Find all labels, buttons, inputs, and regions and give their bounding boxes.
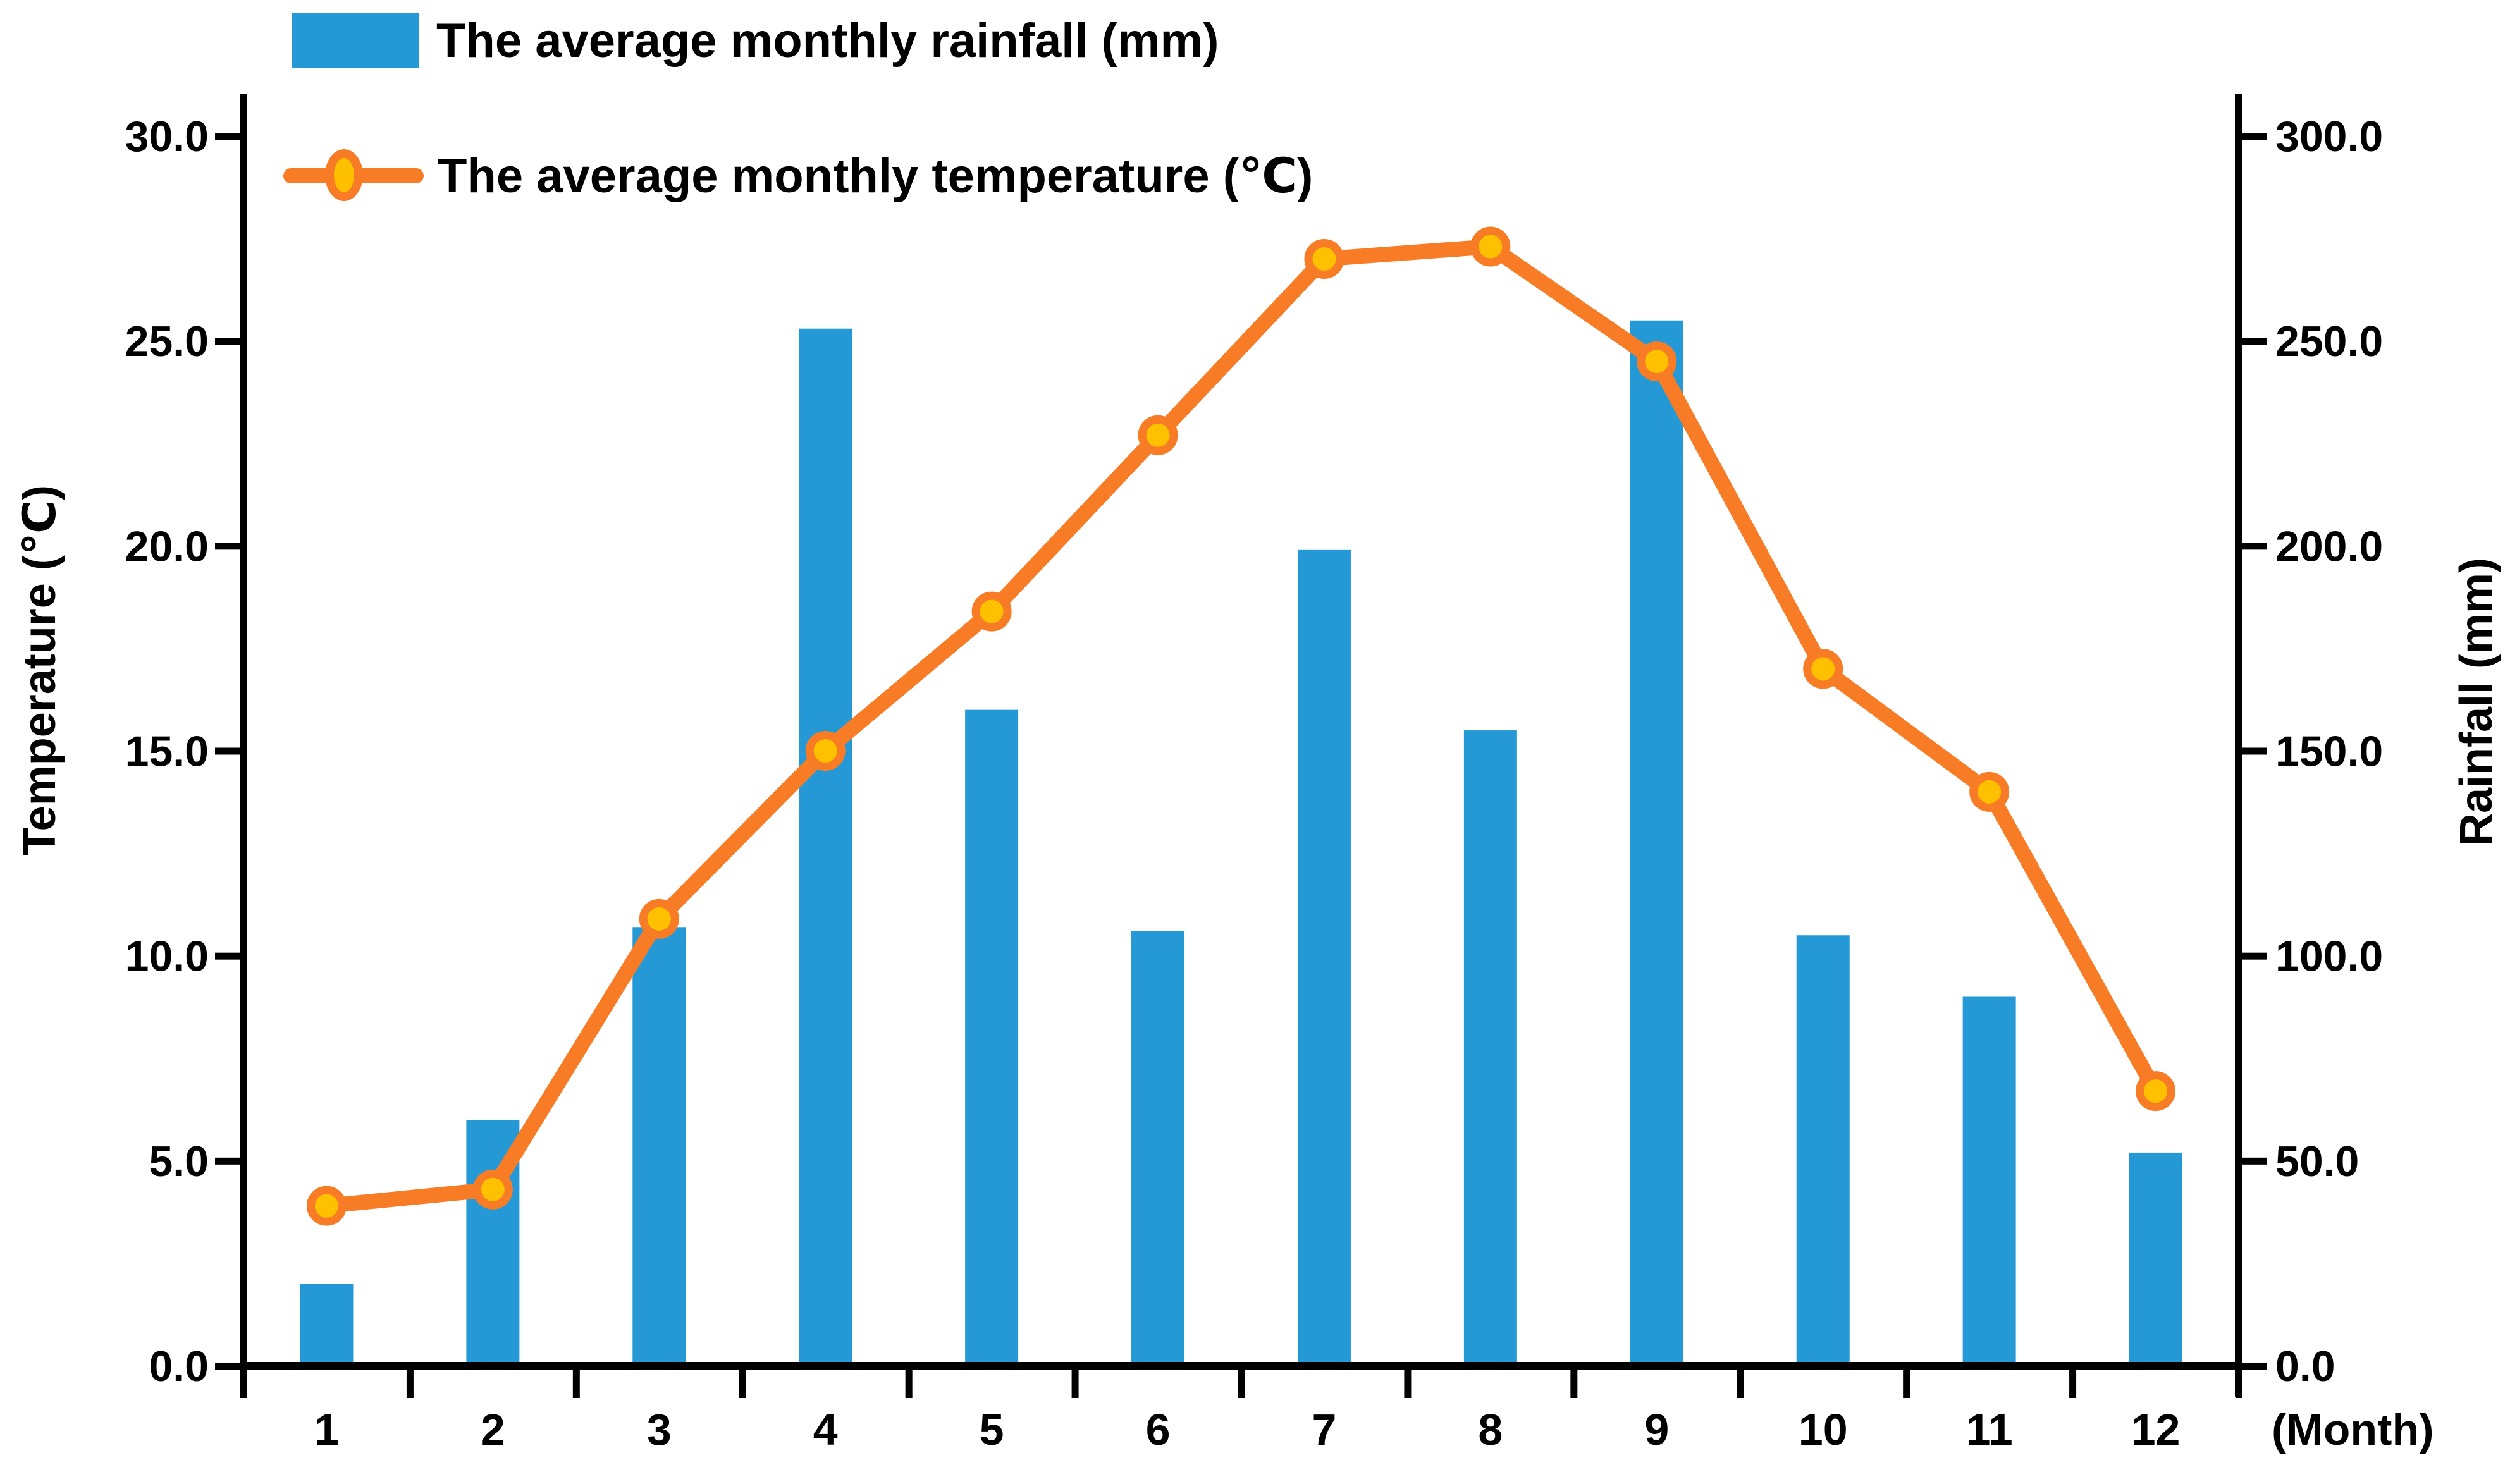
left-axis-tick xyxy=(215,133,243,140)
x-axis-tick xyxy=(572,1370,580,1398)
x-axis-label-month-9: 9 xyxy=(1644,1405,1669,1454)
legend-item-temperature: The average monthly temperature (℃) xyxy=(283,144,1313,206)
rainfall-bar-month-3 xyxy=(632,927,686,1366)
right-axis-tick-label: 300.0 xyxy=(2275,113,2383,161)
right-axis-title: Rainfall (mm) xyxy=(2451,557,2502,847)
x-axis-label-month-12: 12 xyxy=(2131,1405,2181,1454)
x-axis-tick xyxy=(1071,1370,1079,1398)
right-axis-tick xyxy=(2239,747,2267,755)
temperature-line xyxy=(319,239,2163,1214)
x-axis-tick xyxy=(739,1370,746,1398)
left-axis-tick-label: 5.0 xyxy=(149,1138,209,1186)
right-axis-tick xyxy=(2239,133,2267,140)
x-axis-tick xyxy=(406,1370,414,1398)
left-axis-tick-label: 15.0 xyxy=(125,728,209,776)
rainfall-bar-month-7 xyxy=(1297,549,1351,1366)
right-axis-tick xyxy=(2239,338,2267,345)
x-axis-unit-label: (Month) xyxy=(2272,1405,2434,1454)
rainfall-legend-swatch xyxy=(292,13,419,68)
right-axis-line xyxy=(2235,94,2242,1397)
temperature-marker-month-7 xyxy=(1304,239,1344,279)
temperature-marker-month-1 xyxy=(306,1186,347,1226)
x-axis-label-month-7: 7 xyxy=(1312,1405,1336,1454)
x-axis-label-month-5: 5 xyxy=(980,1405,1004,1454)
x-axis-tick xyxy=(1903,1370,1910,1398)
x-axis-label-month-10: 10 xyxy=(1799,1405,1848,1454)
rainfall-bar-month-1 xyxy=(300,1284,354,1366)
x-axis-tick xyxy=(2236,1370,2242,1398)
temperature-marker-month-5 xyxy=(971,591,1012,632)
right-axis-tick-label: 200.0 xyxy=(2275,522,2383,570)
left-axis-tick-label: 25.0 xyxy=(125,317,209,365)
right-axis-tick xyxy=(2239,952,2267,960)
temperature-legend-marker xyxy=(325,149,363,201)
temperature-marker-month-12 xyxy=(2136,1071,2176,1112)
x-axis-tick xyxy=(1404,1370,1412,1398)
left-axis-tick-label: 30.0 xyxy=(125,113,209,161)
temperature-marker-month-11 xyxy=(1969,771,2010,812)
temperature-marker-month-4 xyxy=(805,731,846,771)
x-axis-label-month-6: 6 xyxy=(1146,1405,1171,1454)
x-axis-line xyxy=(240,1362,2242,1370)
left-axis-tick xyxy=(215,952,243,960)
right-axis-tick xyxy=(2239,1157,2267,1165)
rainfall-bar-month-11 xyxy=(1962,996,2016,1366)
temperature-marker-month-3 xyxy=(639,898,679,939)
x-axis-tick xyxy=(905,1370,913,1398)
left-axis-line xyxy=(240,94,247,1391)
rainfall-bar-month-10 xyxy=(1796,935,1850,1366)
left-axis-tick-label: 20.0 xyxy=(125,522,209,570)
x-axis-tick xyxy=(1238,1370,1245,1398)
x-axis-tick xyxy=(1570,1370,1578,1398)
x-axis-label-month-2: 2 xyxy=(481,1405,505,1454)
temperature-marker-month-9 xyxy=(1637,341,1677,382)
x-axis-label-month-3: 3 xyxy=(647,1405,672,1454)
left-axis-tick xyxy=(215,543,243,550)
right-axis-tick xyxy=(2239,1363,2267,1370)
right-axis-tick xyxy=(2239,543,2267,550)
left-axis-tick xyxy=(215,338,243,345)
left-axis-tick xyxy=(215,747,243,755)
rainfall-bar-month-12 xyxy=(2129,1152,2182,1366)
x-axis-tick xyxy=(2069,1370,2077,1398)
left-axis-tick xyxy=(215,1157,243,1165)
x-axis-tick xyxy=(240,1370,247,1398)
x-axis-tick xyxy=(1737,1370,1744,1398)
rainfall-bar-month-4 xyxy=(799,328,852,1366)
x-axis-label-month-1: 1 xyxy=(314,1405,339,1454)
temperature-legend-swatch xyxy=(283,144,424,206)
right-axis-tick-label: 150.0 xyxy=(2275,728,2383,776)
temperature-marker-month-8 xyxy=(1470,226,1511,267)
right-axis-tick-label: 0.0 xyxy=(2275,1342,2335,1390)
rainfall-bar-month-8 xyxy=(1463,730,1517,1366)
right-axis-tick-label: 250.0 xyxy=(2275,317,2383,365)
right-axis-tick-label: 100.0 xyxy=(2275,933,2383,981)
temperature-marker-month-10 xyxy=(1803,649,1843,689)
rainfall-legend-label: The average monthly rainfall (mm) xyxy=(436,13,1219,68)
rainfall-bar-month-6 xyxy=(1131,931,1185,1366)
temperature-marker-month-2 xyxy=(472,1169,513,1210)
right-axis-tick-label: 50.0 xyxy=(2275,1138,2359,1186)
x-axis-label-month-4: 4 xyxy=(813,1405,838,1454)
rainfall-bar-month-9 xyxy=(1630,320,1683,1366)
x-axis-label-month-11: 11 xyxy=(1966,1405,2013,1454)
left-axis-tick-label: 0.0 xyxy=(149,1342,209,1390)
left-axis-title: Temperature (℃) xyxy=(15,485,65,855)
left-axis-tick-label: 10.0 xyxy=(125,933,209,981)
x-axis-label-month-8: 8 xyxy=(1478,1405,1503,1454)
temperature-legend-label: The average monthly temperature (℃) xyxy=(438,149,1313,203)
left-axis-tick xyxy=(215,1363,243,1370)
rainfall-bar-month-5 xyxy=(965,709,1019,1366)
temperature-marker-month-6 xyxy=(1138,415,1178,455)
legend-item-rainfall: The average monthly rainfall (mm) xyxy=(292,11,1219,70)
